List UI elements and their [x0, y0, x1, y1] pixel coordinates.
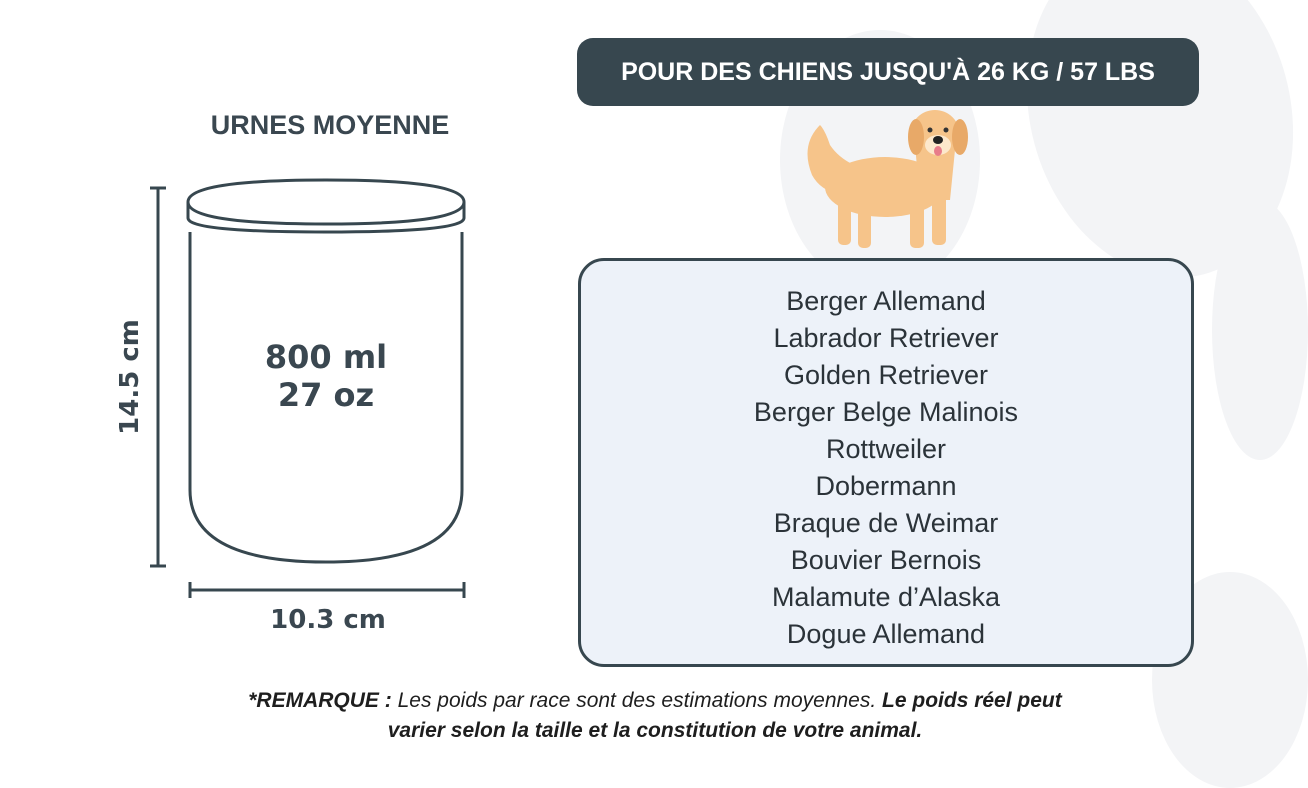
- breed-item: Golden Retriever: [783, 360, 989, 390]
- note-label: *REMARQUE :: [248, 689, 392, 712]
- breed-item: Bouvier Bernois: [790, 545, 982, 575]
- weight-banner: POUR DES CHIENS JUSQU'À 26 KG / 57 LBS: [577, 38, 1199, 106]
- urn-width: 10.3 cm: [270, 605, 386, 635]
- urn-height: 14.5 cm: [115, 319, 145, 435]
- breed-item: Berger Belge Malinois: [753, 397, 1019, 427]
- volume-oz: 27 oz: [277, 376, 375, 414]
- breed-item: Berger Allemand: [786, 286, 986, 316]
- golden-retriever-dog-icon: [807, 110, 968, 248]
- breed-item: Malamute d’Alaska: [771, 582, 1001, 612]
- breed-item: Dogue Allemand: [786, 619, 986, 649]
- disclaimer-note: *REMARQUE : Les poids par race sont des …: [100, 686, 1210, 746]
- breed-item: Dobermann: [815, 471, 957, 501]
- volume-ml: 800 ml: [264, 338, 388, 376]
- breed-item: Labrador Retriever: [773, 323, 999, 353]
- breed-item: Rottweiler: [825, 434, 947, 464]
- breed-item: Braque de Weimar: [773, 508, 999, 538]
- note-text: Les poids par race sont des estimations …: [391, 689, 883, 712]
- note-bold-line2: varier selon la taille et la constitutio…: [387, 719, 923, 742]
- note-bold-line1: Le poids réel peut: [882, 689, 1062, 712]
- urn-volume: 800 ml 27 oz: [188, 338, 464, 414]
- urn-diagram: 14.5 cm: [115, 178, 466, 598]
- breed-list: Berger Allemand Labrador Retriever Golde…: [578, 258, 1194, 667]
- urn-title: URNES MOYENNE: [210, 110, 450, 140]
